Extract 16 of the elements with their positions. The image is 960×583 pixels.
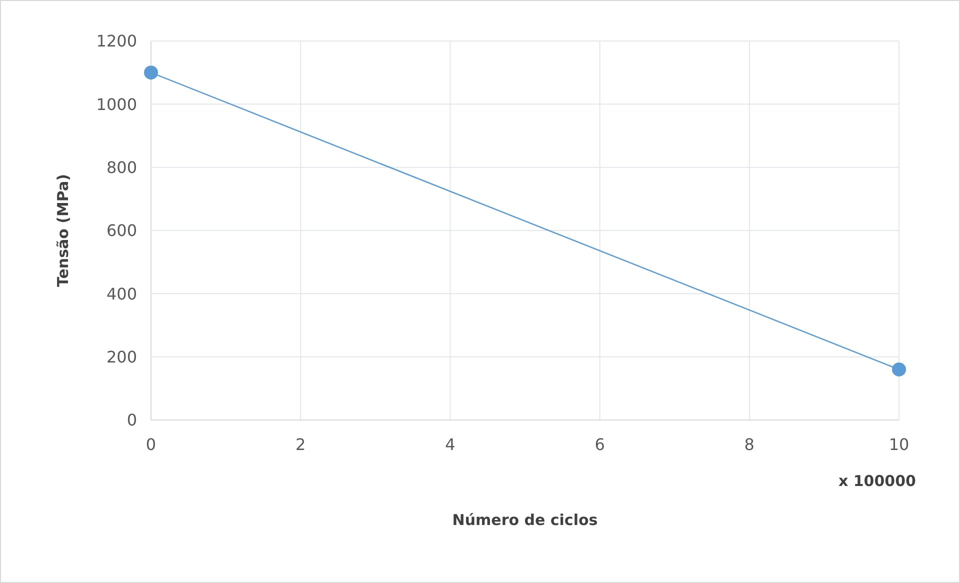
y-tick-label: 1000 [96,94,137,114]
x-axis-title: Número de ciclos [452,511,598,529]
x-tick-label: 8 [744,435,754,454]
x-tick-label: 6 [594,435,605,454]
y-tick-label: 1200 [96,32,137,51]
y-tick-label: 800 [106,158,137,177]
y-tick-label: 200 [106,347,137,366]
x-tick-label: 4 [445,435,456,454]
y-tick-label: 600 [106,221,137,240]
x-tick-label: 0 [146,435,156,454]
y-tick-label: 0 [126,410,137,430]
x-tick-label: 10 [888,435,910,454]
y-axis-title: Tensão (MPa) [54,174,72,288]
y-tick-label: 400 [106,284,137,304]
text: x 100000 [838,472,916,490]
x-tick-label: 2 [296,435,306,454]
